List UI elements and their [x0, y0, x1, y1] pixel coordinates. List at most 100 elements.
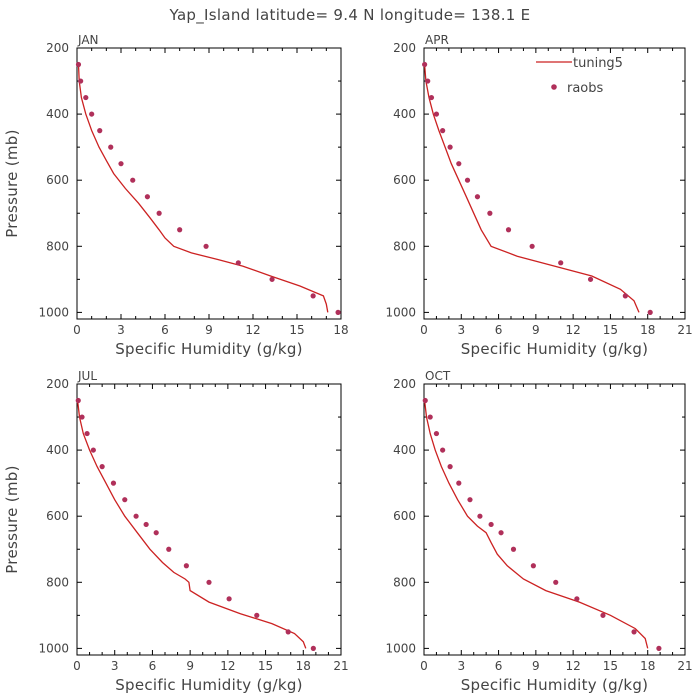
plot-frame [423, 383, 686, 656]
data-point-raobs [600, 612, 606, 618]
data-point-raobs [440, 447, 446, 453]
data-point-raobs [269, 276, 275, 282]
x-tick-label: 15 [289, 323, 304, 337]
x-tick-label: 18 [333, 323, 348, 337]
y-axis-label: Pressure (mb) [3, 129, 21, 238]
legend-label: raobs [567, 81, 604, 96]
x-tick-label: 3 [457, 323, 465, 337]
data-point-raobs [574, 596, 580, 602]
y-tick-label: 400 [46, 443, 69, 457]
data-point-raobs [235, 260, 241, 266]
data-point-raobs [75, 397, 81, 404]
data-point-raobs [498, 530, 504, 536]
x-tick-label: 15 [603, 323, 618, 337]
y-tick-label: 200 [393, 377, 416, 391]
data-point-raobs [447, 144, 453, 150]
x-tick-label: 3 [457, 659, 465, 673]
data-point-raobs [464, 177, 471, 183]
data-point-raobs [433, 430, 440, 437]
y-tick-label: 600 [46, 509, 69, 523]
figure-title: Yap_Island latitude= 9.4 N longitude= 13… [169, 6, 531, 25]
panel-jul: JUL 200 400 600 800 1000 0 3 6 9 12 15 18 21 Specific … [3, 369, 349, 694]
data-point-raobs [143, 521, 149, 528]
panel-title: APR [425, 33, 449, 47]
x-tick-label: 9 [532, 659, 540, 673]
y-tick-label: 1000 [38, 641, 69, 655]
y-tick-label: 200 [393, 41, 416, 55]
x-tick-label: 18 [296, 659, 311, 673]
series-line-tuning5 [423, 400, 649, 649]
y-tick-label: 200 [46, 41, 69, 55]
data-point-raobs [428, 94, 435, 101]
data-point-raobs [553, 579, 559, 585]
data-point-raobs [83, 94, 89, 101]
legend-label: tuning5 [573, 56, 623, 71]
panel-title: JUL [77, 369, 97, 383]
x-tick-label: 15 [603, 659, 618, 673]
panel-apr: APR 200 400 600 800 1000 0 3 6 9 12 15 18 21 Specific … [385, 33, 692, 358]
data-point-raobs [422, 61, 428, 68]
plot-frame [423, 47, 686, 320]
data-point-raobs [647, 309, 653, 315]
plot-frame [76, 47, 342, 320]
x-tick-label: 21 [333, 659, 348, 673]
data-point-raobs [529, 243, 535, 249]
data-point-raobs [177, 227, 183, 233]
y-tick-label: 600 [393, 509, 416, 523]
data-point-raobs [477, 513, 483, 519]
data-point-raobs [203, 243, 209, 249]
y-tick-label: 400 [393, 443, 416, 457]
y-tick-label: 800 [46, 239, 69, 253]
x-tick-label: 3 [117, 323, 125, 337]
series-line-tuning5 [423, 64, 640, 313]
y-tick-label: 1000 [385, 641, 416, 655]
x-tick-label: 0 [73, 659, 81, 673]
data-point-raobs [84, 430, 90, 437]
x-tick-label: 21 [677, 659, 692, 673]
x-tick-label: 0 [420, 323, 428, 337]
data-point-raobs [156, 210, 162, 216]
data-point-raobs [118, 161, 124, 167]
series-line-tuning5 [77, 64, 329, 313]
data-point-raobs [456, 480, 462, 486]
x-axis-label: Specific Humidity (g/kg) [115, 340, 303, 358]
panel-title: OCT [425, 369, 451, 383]
data-point-raobs [133, 513, 139, 519]
x-tick-label: 18 [640, 323, 655, 337]
data-point-raobs [108, 144, 114, 150]
data-point-raobs [89, 111, 95, 117]
data-point-raobs [99, 464, 105, 470]
data-point-raobs [474, 194, 481, 200]
x-tick-label: 12 [245, 323, 260, 337]
y-tick-label: 800 [393, 239, 416, 253]
data-point-raobs [433, 111, 440, 117]
data-point-raobs [206, 579, 212, 585]
data-point-raobs [310, 645, 316, 651]
data-point-raobs [467, 497, 473, 503]
y-tick-label: 800 [393, 575, 416, 589]
legend-marker-swatch [551, 84, 557, 90]
data-point-raobs [510, 546, 517, 552]
legend: tuning5 raobs [536, 56, 623, 96]
data-point-raobs [422, 397, 428, 404]
x-tick-label: 18 [640, 659, 655, 673]
data-point-raobs [622, 293, 628, 299]
series-line-tuning5 [76, 400, 307, 649]
x-tick-label: 12 [566, 323, 581, 337]
y-tick-label: 800 [46, 575, 69, 589]
x-tick-label: 9 [186, 659, 194, 673]
data-point-raobs [254, 612, 260, 618]
data-point-raobs [310, 293, 316, 299]
x-tick-label: 9 [532, 323, 540, 337]
x-tick-label: 6 [149, 659, 157, 673]
data-point-raobs [456, 161, 462, 167]
x-tick-label: 0 [73, 323, 81, 337]
x-axis-label: Specific Humidity (g/kg) [461, 676, 649, 694]
y-tick-label: 600 [393, 173, 416, 187]
data-point-raobs [587, 276, 594, 282]
y-tick-label: 1000 [385, 305, 416, 319]
data-point-raobs [226, 596, 232, 602]
data-point-raobs [122, 497, 128, 503]
data-point-raobs [558, 260, 564, 266]
